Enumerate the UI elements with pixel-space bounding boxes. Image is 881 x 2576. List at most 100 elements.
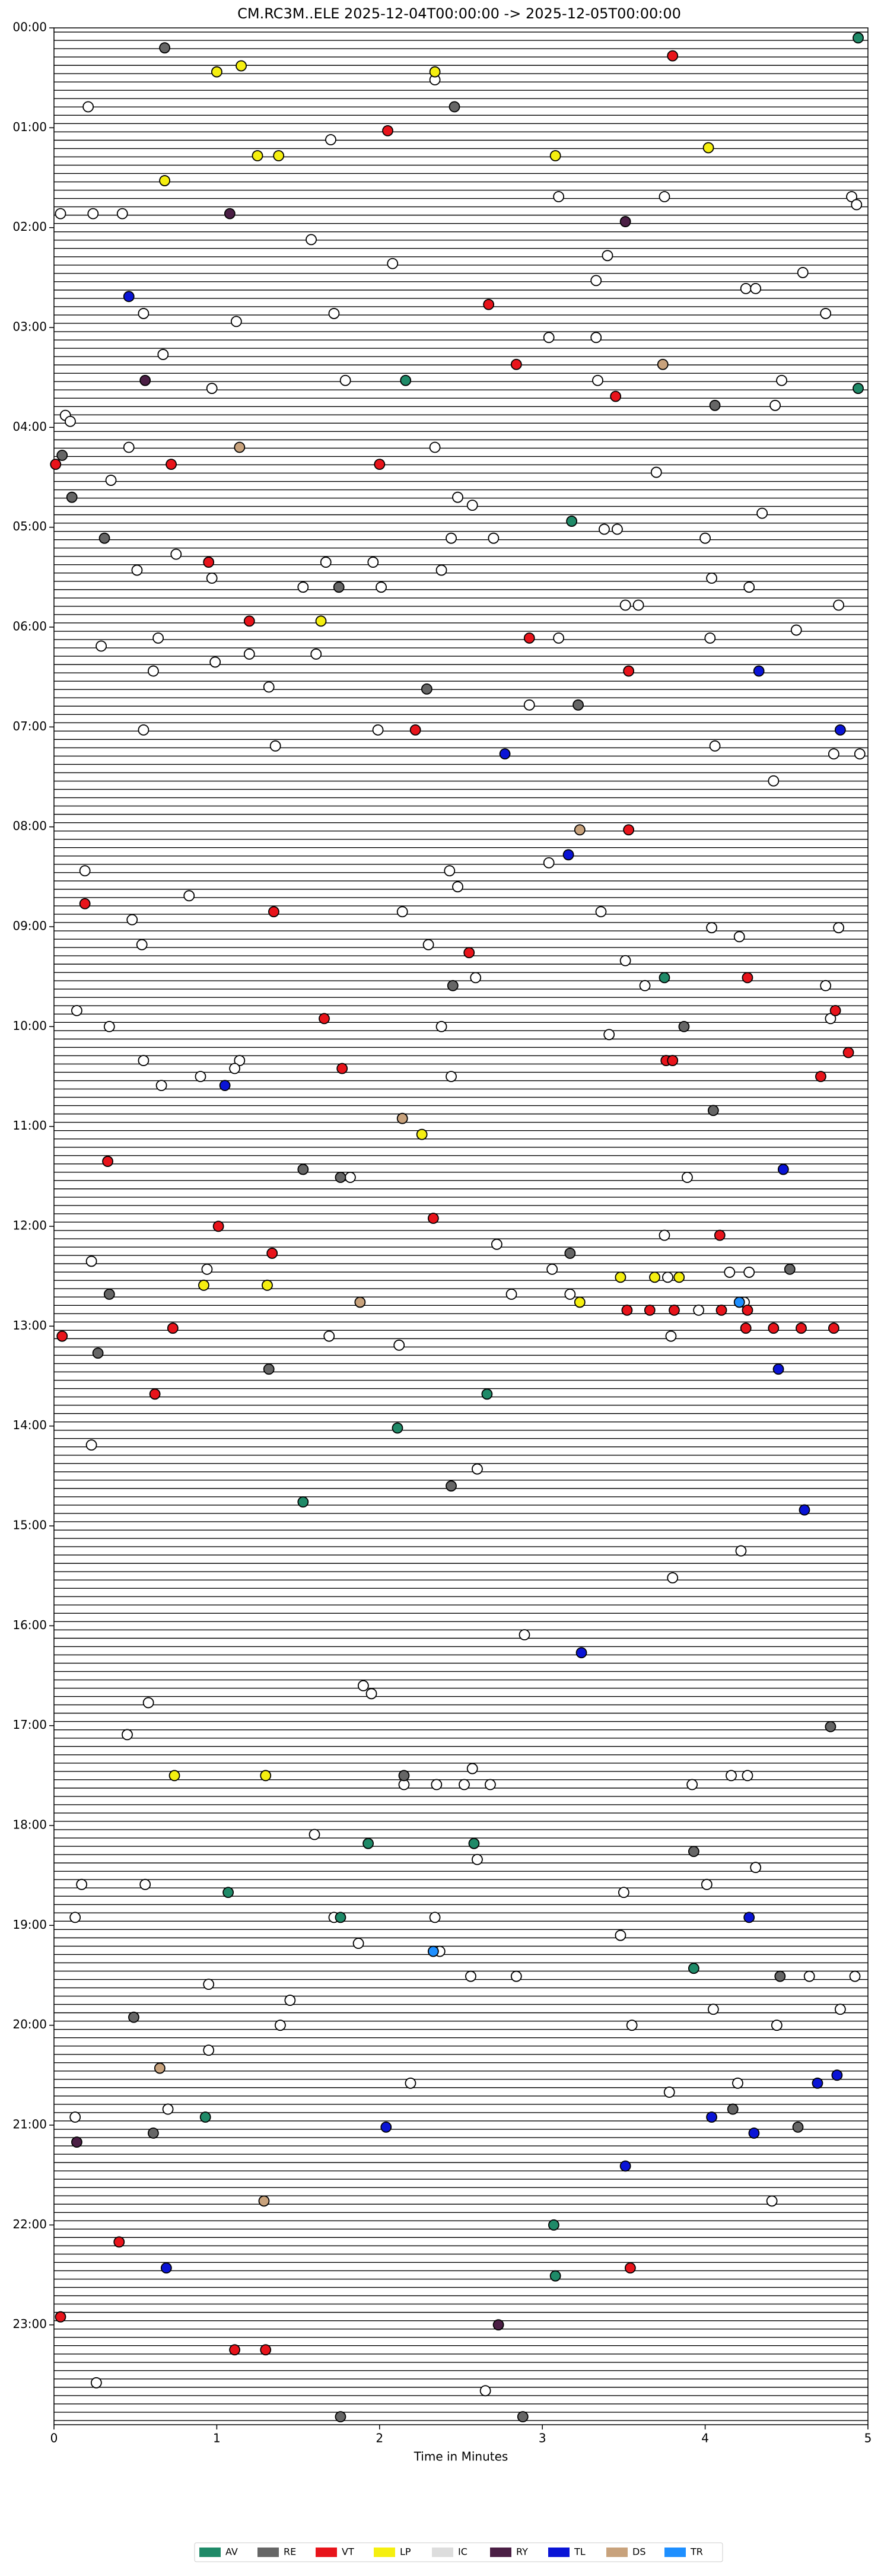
legend-label: TL xyxy=(574,2546,586,2558)
event-marker xyxy=(768,1322,780,1334)
event-marker xyxy=(55,2311,66,2323)
event-marker xyxy=(320,556,332,568)
event-marker xyxy=(833,599,845,611)
event-marker xyxy=(777,1163,789,1175)
event-marker xyxy=(243,615,255,627)
event-marker xyxy=(714,1229,726,1241)
event-marker xyxy=(659,1229,670,1241)
event-marker xyxy=(743,581,755,593)
y-tick-label: 22:00 xyxy=(12,2217,47,2231)
event-marker xyxy=(269,740,281,752)
event-marker xyxy=(352,1938,364,1950)
event-marker xyxy=(396,906,408,918)
event-marker xyxy=(396,1112,408,1124)
event-marker xyxy=(79,898,91,909)
event-marker xyxy=(706,922,717,934)
event-marker xyxy=(409,724,421,736)
event-marker xyxy=(510,358,522,370)
event-marker xyxy=(268,906,279,918)
event-marker xyxy=(523,699,535,711)
event-marker xyxy=(56,450,68,461)
y-tick-label: 00:00 xyxy=(12,20,47,34)
chart-title: CM.RC3M..ELE 2025-12-04T00:00:00 -> 2025… xyxy=(237,5,681,22)
event-marker xyxy=(400,374,412,386)
event-marker xyxy=(449,101,460,113)
event-marker xyxy=(602,250,613,262)
event-marker xyxy=(429,441,441,453)
event-marker xyxy=(566,516,577,527)
event-marker xyxy=(362,1837,374,1849)
event-marker xyxy=(553,632,565,644)
legend-swatch xyxy=(374,2548,395,2557)
event-marker xyxy=(619,955,631,966)
event-marker xyxy=(139,1878,151,1890)
event-marker xyxy=(743,1267,755,1278)
y-tick-label: 10:00 xyxy=(12,1019,47,1033)
event-marker xyxy=(56,1330,68,1342)
event-marker xyxy=(167,1322,179,1334)
event-marker xyxy=(688,1963,699,1974)
event-marker xyxy=(771,2020,783,2031)
event-marker xyxy=(69,1912,81,1923)
x-tick-label: 4 xyxy=(701,2431,709,2445)
event-marker xyxy=(590,275,602,287)
event-marker xyxy=(707,1105,719,1117)
event-marker xyxy=(159,175,170,186)
event-marker xyxy=(575,1647,587,1659)
event-marker xyxy=(466,1763,478,1774)
y-tick-label: 08:00 xyxy=(12,819,47,833)
event-marker xyxy=(168,1770,180,1782)
event-marker xyxy=(319,1013,330,1025)
legend-swatch xyxy=(490,2548,511,2557)
y-tick-label: 13:00 xyxy=(12,1318,47,1332)
event-marker xyxy=(162,2103,174,2115)
event-marker xyxy=(543,332,555,344)
legend-swatch xyxy=(199,2548,221,2557)
x-tick-label: 3 xyxy=(539,2431,546,2445)
event-marker xyxy=(678,1020,690,1032)
event-marker xyxy=(234,1055,246,1066)
event-marker xyxy=(488,532,500,544)
y-tick-label: 14:00 xyxy=(12,1418,47,1432)
event-marker xyxy=(750,282,762,294)
y-tick-label: 03:00 xyxy=(12,320,47,334)
event-marker xyxy=(116,208,128,220)
event-marker xyxy=(374,459,386,470)
event-marker xyxy=(704,632,716,644)
event-marker xyxy=(139,374,151,386)
event-marker xyxy=(266,1248,278,1259)
legend-label: RY xyxy=(516,2546,528,2558)
event-marker xyxy=(335,1912,346,1923)
event-marker xyxy=(354,1296,366,1308)
event-marker xyxy=(466,500,478,511)
event-marker xyxy=(416,1128,428,1140)
event-marker xyxy=(170,548,182,560)
event-marker xyxy=(499,748,511,760)
event-marker xyxy=(85,1439,97,1451)
event-marker xyxy=(447,979,459,991)
event-marker xyxy=(71,1005,82,1016)
event-marker xyxy=(463,947,475,959)
event-marker xyxy=(79,865,91,877)
x-tick-label: 2 xyxy=(376,2431,383,2445)
event-marker xyxy=(663,2087,675,2098)
event-marker xyxy=(748,2127,760,2139)
event-marker xyxy=(624,2262,636,2274)
y-tick-label: 07:00 xyxy=(12,719,47,733)
event-marker xyxy=(159,42,170,54)
event-marker xyxy=(427,1213,439,1224)
event-marker xyxy=(136,939,148,950)
y-tick-label: 15:00 xyxy=(12,1518,47,1532)
event-marker xyxy=(851,199,863,211)
event-marker xyxy=(706,573,717,584)
legend-swatch xyxy=(257,2548,279,2557)
event-marker xyxy=(260,1770,272,1782)
event-marker xyxy=(446,1480,457,1492)
event-marker xyxy=(405,2077,416,2089)
event-marker xyxy=(743,1912,755,1923)
event-marker xyxy=(825,1720,837,1732)
event-marker xyxy=(427,1945,439,1957)
event-marker xyxy=(574,1296,586,1308)
event-marker xyxy=(122,1729,133,1741)
event-marker xyxy=(472,1853,483,1865)
